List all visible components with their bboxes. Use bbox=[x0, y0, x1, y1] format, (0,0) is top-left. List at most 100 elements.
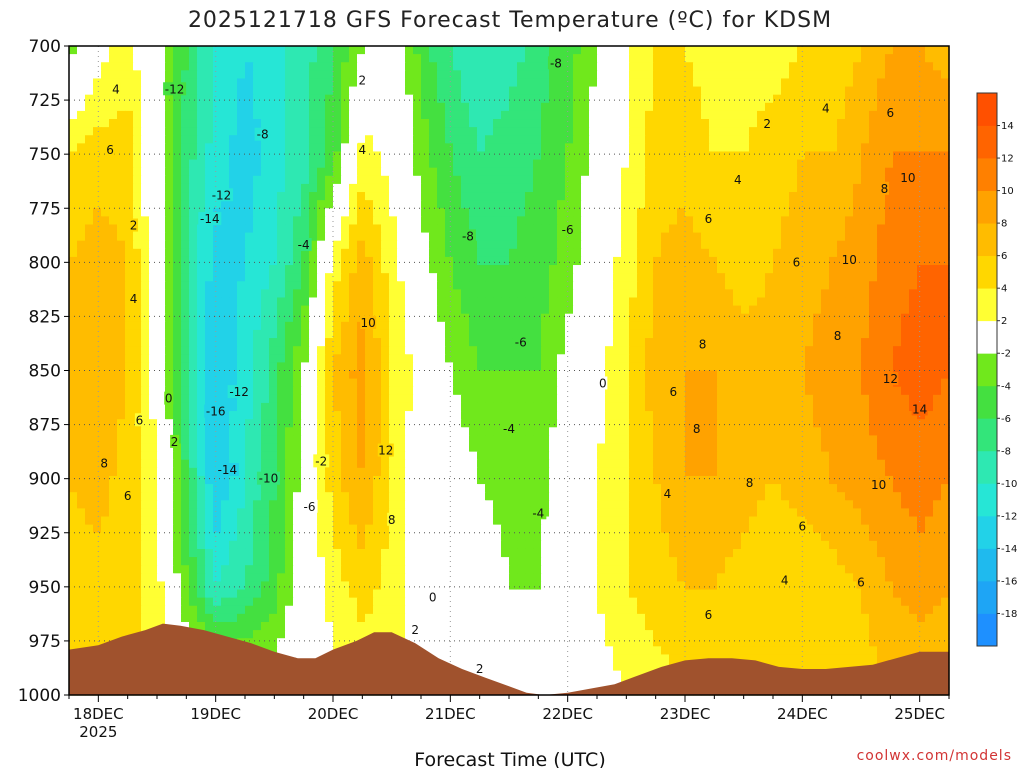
temperature-cell bbox=[269, 224, 278, 234]
temperature-cell bbox=[397, 370, 406, 380]
temperature-cell bbox=[285, 305, 294, 315]
temperature-cell bbox=[269, 240, 278, 250]
temperature-cell bbox=[517, 192, 526, 201]
temperature-cell bbox=[717, 256, 726, 266]
temperature-cell bbox=[205, 329, 214, 339]
temperature-cell bbox=[157, 297, 166, 307]
temperature-cell bbox=[533, 297, 542, 307]
temperature-cell bbox=[357, 94, 366, 104]
temperature-cell bbox=[917, 62, 926, 71]
temperature-cell bbox=[853, 402, 862, 412]
temperature-cell bbox=[589, 248, 598, 258]
temperature-cell bbox=[77, 110, 86, 120]
temperature-cell bbox=[645, 102, 654, 112]
temperature-cell bbox=[269, 354, 278, 363]
temperature-cell bbox=[741, 354, 750, 363]
temperature-cell bbox=[941, 256, 950, 266]
temperature-cell bbox=[333, 192, 342, 201]
temperature-cell bbox=[637, 370, 646, 380]
temperature-cell bbox=[309, 119, 318, 128]
temperature-cell bbox=[173, 110, 182, 120]
temperature-cell bbox=[661, 354, 670, 363]
temperature-cell bbox=[77, 119, 86, 128]
temperature-cell bbox=[597, 329, 606, 339]
temperature-cell bbox=[429, 110, 438, 120]
temperature-cell bbox=[429, 86, 438, 96]
temperature-cell bbox=[605, 248, 614, 258]
temperature-cell bbox=[597, 159, 606, 169]
temperature-cell bbox=[101, 175, 110, 185]
temperature-cell bbox=[277, 216, 286, 226]
temperature-cell bbox=[933, 248, 942, 258]
temperature-cell bbox=[557, 402, 566, 412]
temperature-cell bbox=[573, 224, 582, 234]
temperature-cell bbox=[261, 119, 270, 128]
temperature-cell bbox=[253, 224, 262, 234]
temperature-cell bbox=[133, 86, 142, 96]
temperature-cell bbox=[365, 143, 374, 153]
temperature-cell bbox=[853, 78, 862, 88]
temperature-cell bbox=[117, 46, 126, 55]
temperature-cell bbox=[837, 110, 846, 120]
temperature-cell bbox=[93, 159, 102, 169]
temperature-cell bbox=[501, 240, 510, 250]
temperature-cell bbox=[789, 313, 798, 323]
temperature-cell bbox=[549, 362, 558, 372]
temperature-cell bbox=[613, 135, 622, 144]
temperature-cell bbox=[485, 86, 494, 96]
temperature-cell bbox=[541, 321, 550, 331]
temperature-cell bbox=[749, 370, 758, 380]
temperature-cell bbox=[861, 54, 870, 63]
temperature-cell bbox=[637, 378, 646, 388]
temperature-cell bbox=[317, 62, 326, 71]
temperature-cell bbox=[805, 297, 814, 307]
temperature-cell bbox=[421, 62, 430, 71]
temperature-cell bbox=[69, 127, 78, 136]
temperature-cell bbox=[853, 305, 862, 315]
temperature-cell bbox=[373, 354, 382, 363]
temperature-cell bbox=[517, 119, 526, 128]
temperature-cell bbox=[621, 54, 630, 63]
temperature-cell bbox=[853, 151, 862, 161]
temperature-cell bbox=[861, 248, 870, 258]
temperature-cell bbox=[253, 297, 262, 307]
temperature-cell bbox=[805, 386, 814, 396]
temperature-cell bbox=[165, 110, 174, 120]
temperature-cell bbox=[509, 102, 518, 112]
temperature-cell bbox=[869, 354, 878, 363]
temperature-cell bbox=[885, 281, 894, 290]
temperature-cell bbox=[205, 70, 214, 80]
temperature-cell bbox=[197, 167, 206, 177]
temperature-cell bbox=[877, 102, 886, 112]
temperature-cell bbox=[477, 119, 486, 128]
temperature-cell bbox=[341, 386, 350, 396]
temperature-cell bbox=[925, 394, 934, 404]
temperature-cell bbox=[141, 232, 150, 242]
temperature-cell bbox=[253, 321, 262, 331]
temperature-cell bbox=[621, 329, 630, 339]
temperature-cell bbox=[205, 289, 214, 299]
temperature-cell bbox=[733, 321, 742, 331]
temperature-cell bbox=[485, 378, 494, 388]
temperature-cell bbox=[805, 192, 814, 201]
temperature-cell bbox=[525, 70, 534, 80]
temperature-cell bbox=[69, 232, 78, 242]
temperature-cell bbox=[349, 94, 358, 104]
temperature-cell bbox=[573, 248, 582, 258]
temperature-cell bbox=[781, 183, 790, 193]
temperature-cell bbox=[877, 394, 886, 404]
temperature-cell bbox=[325, 338, 334, 347]
temperature-cell bbox=[701, 86, 710, 96]
temperature-cell bbox=[933, 281, 942, 290]
temperature-cell bbox=[941, 305, 950, 315]
temperature-cell bbox=[941, 70, 950, 80]
temperature-cell bbox=[861, 224, 870, 234]
temperature-cell bbox=[453, 216, 462, 226]
temperature-cell bbox=[277, 208, 286, 217]
temperature-cell bbox=[941, 62, 950, 71]
temperature-cell bbox=[773, 167, 782, 177]
temperature-cell bbox=[301, 248, 310, 258]
temperature-cell bbox=[293, 110, 302, 120]
temperature-cell bbox=[509, 313, 518, 323]
temperature-cell bbox=[637, 224, 646, 234]
